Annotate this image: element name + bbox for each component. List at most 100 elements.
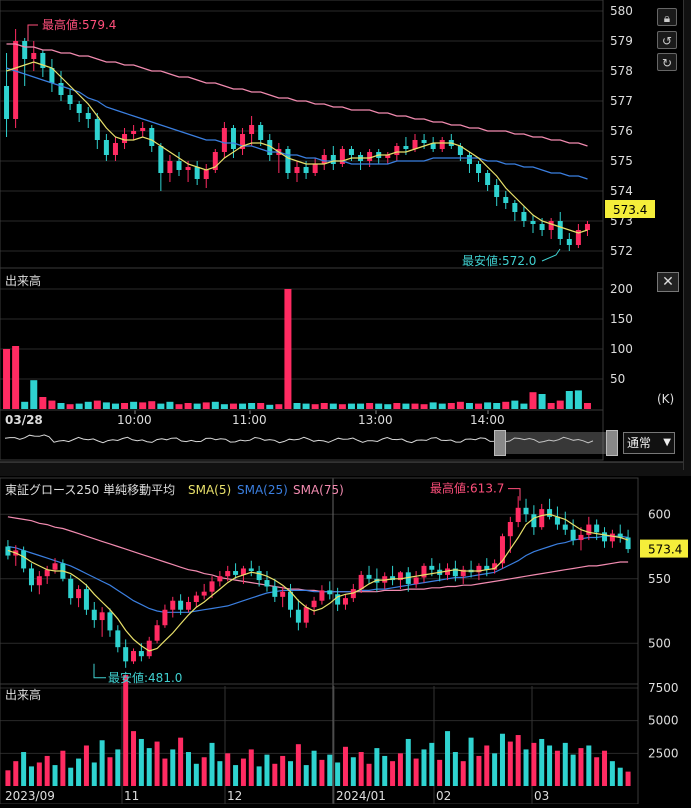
- volume-bar: [499, 733, 505, 786]
- panel-divider: [0, 462, 691, 476]
- candle-body: [554, 516, 560, 525]
- undo-icon[interactable]: ↺: [657, 31, 677, 49]
- volume-bar: [295, 744, 301, 786]
- candle-body: [256, 571, 262, 581]
- candle-body: [439, 140, 445, 149]
- volume-bar: [131, 731, 137, 786]
- window-edge: [683, 0, 691, 470]
- candle-body: [492, 563, 498, 570]
- volume-bar: [335, 762, 341, 786]
- candle-body: [339, 149, 345, 164]
- mode-select[interactable]: 通常 ▼: [623, 432, 675, 454]
- volume-bar: [347, 403, 355, 409]
- volume-bar: [229, 403, 237, 409]
- volume-bar: [357, 403, 365, 409]
- candle-body: [397, 572, 403, 581]
- volume-bar: [420, 404, 428, 409]
- candle-body: [138, 651, 144, 657]
- last-price-label: 573.4: [648, 543, 682, 557]
- candle-body: [602, 532, 608, 542]
- x-tick-label: 11:00: [232, 413, 267, 427]
- volume-bar: [375, 403, 383, 409]
- volume-bar: [99, 740, 105, 786]
- candle-body: [146, 640, 152, 657]
- volume-bar: [121, 403, 129, 409]
- volume-bar: [578, 748, 584, 786]
- candle-body: [68, 578, 74, 599]
- candle-body: [203, 170, 209, 179]
- volume-bar: [465, 403, 473, 409]
- volume-bar: [382, 755, 388, 786]
- candle-body: [523, 507, 529, 515]
- volume-bar: [554, 750, 560, 786]
- y-tick-label: 200: [610, 282, 633, 296]
- volume-bar: [201, 757, 207, 786]
- candle-body: [36, 576, 42, 586]
- volume-bar: [547, 745, 553, 786]
- candle-body: [330, 155, 336, 164]
- volume-bar: [52, 765, 58, 786]
- volume-bar: [28, 766, 34, 786]
- candle-body: [484, 565, 490, 570]
- volume-bar: [83, 745, 89, 786]
- candle-body: [312, 164, 318, 173]
- sma5-line: [6, 61, 588, 234]
- volume-bar: [93, 400, 101, 409]
- redo-icon[interactable]: ↻: [657, 53, 677, 71]
- x-tick-label: 11: [124, 789, 139, 803]
- candle-body: [521, 212, 527, 221]
- candle-body: [350, 589, 356, 599]
- y-tick-label: 576: [610, 124, 633, 138]
- candle-body: [49, 68, 55, 83]
- candle-body: [499, 536, 505, 564]
- volume-bar: [123, 674, 129, 786]
- candle-body: [421, 565, 427, 578]
- volume-bar: [266, 404, 274, 409]
- volume-bar: [507, 741, 513, 786]
- candle-body: [162, 609, 168, 626]
- candle-body: [272, 586, 278, 597]
- candle-body: [405, 572, 411, 584]
- candle-body: [115, 630, 121, 648]
- candle-body: [13, 41, 19, 119]
- y-tick-label: 580: [610, 4, 633, 18]
- volume-bar: [556, 400, 564, 409]
- lock-icon[interactable]: 🔒︎: [657, 8, 677, 26]
- candle-body: [413, 577, 419, 584]
- legend-item: SMA(25): [237, 483, 288, 497]
- volume-bar: [594, 757, 600, 786]
- volume-title: 出来高: [5, 273, 41, 288]
- volume-bar: [562, 742, 568, 786]
- candle-body: [212, 152, 218, 170]
- range-handle-left[interactable]: [494, 430, 506, 456]
- candle-body: [4, 86, 10, 119]
- candle-body: [348, 149, 354, 155]
- volume-bar: [384, 404, 392, 409]
- candle-body: [390, 576, 396, 581]
- volume-bar: [402, 403, 410, 409]
- candle-body: [170, 600, 176, 610]
- candle-body: [476, 565, 482, 573]
- volume-bar: [342, 746, 348, 786]
- last-price-tag: [605, 200, 655, 218]
- candle-body: [575, 230, 581, 245]
- candle-body: [167, 161, 173, 173]
- candle-body: [123, 647, 129, 662]
- volume-bar: [456, 401, 464, 409]
- volume-bar: [602, 750, 608, 786]
- candle-body: [225, 571, 231, 577]
- x-tick-label: 2024/01: [336, 789, 386, 803]
- volume-bar: [39, 397, 47, 409]
- volume-bar: [523, 749, 529, 786]
- candle-body: [586, 524, 592, 535]
- candle-body: [154, 625, 160, 641]
- volume-bar: [36, 762, 42, 786]
- volume-bar: [211, 401, 219, 409]
- candle-body: [264, 580, 270, 587]
- range-handle-right[interactable]: [606, 430, 618, 456]
- close-icon[interactable]: ✕: [657, 272, 679, 292]
- y-tick-label: 5000: [648, 714, 679, 728]
- volume-bar: [139, 402, 147, 409]
